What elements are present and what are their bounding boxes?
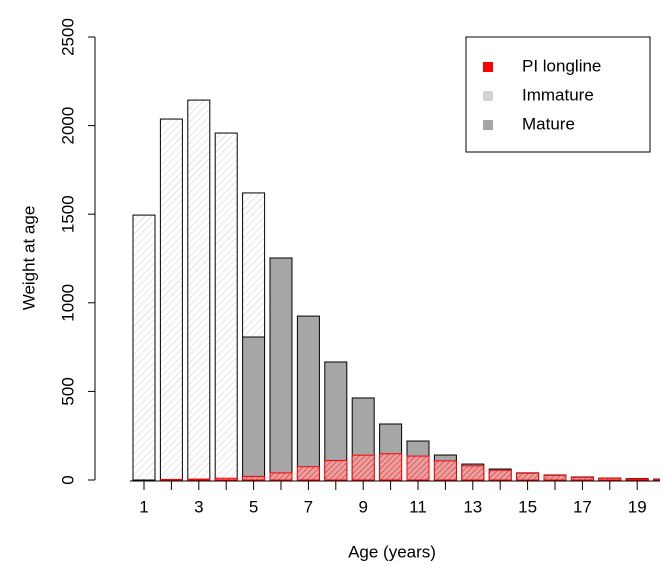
bar [269,257,293,481]
bar [159,478,183,481]
bar [242,192,266,338]
bar [433,460,457,481]
bar [379,453,403,481]
x-tick-label: 15 [518,497,537,516]
x-tick-label: 11 [409,497,427,516]
y-tick-label: 2500 [58,18,77,56]
x-tick-label: 13 [463,497,482,516]
bar [187,478,211,481]
legend-swatch [483,120,493,130]
y-tick-label: 0 [58,475,77,484]
x-tick-label: 7 [304,497,313,516]
x-tick-label: 19 [628,497,647,516]
bar [351,454,375,481]
bar [159,118,183,481]
bar [214,132,238,481]
y-axis-label: Weight at age [19,206,38,311]
bar [187,99,211,481]
bar [488,469,512,481]
bar [242,336,266,481]
legend-swatch [483,91,493,101]
bar [242,475,266,481]
bar [296,466,320,481]
bar [598,477,622,481]
bar [653,478,660,481]
bar [269,472,293,481]
bar [570,476,594,481]
x-axis-label: Age (years) [348,542,436,561]
bar [406,455,430,481]
bar [461,465,485,481]
y-tick-label: 2000 [58,107,77,145]
bar [543,474,567,481]
x-tick-label: 1 [139,497,148,516]
legend-label: Immature [522,85,594,104]
bar [132,214,156,481]
y-tick-label: 1500 [58,195,77,233]
bar [324,460,348,481]
x-tick-label: 9 [358,497,367,516]
y-tick-label: 1000 [58,284,77,322]
x-tick-label: 17 [573,497,592,516]
x-tick-label: 3 [194,497,203,516]
legend-label: PI longline [522,56,601,75]
bar [214,477,238,481]
bar [625,478,649,481]
bar [296,315,320,481]
bar [516,472,540,481]
legend-swatch [483,62,493,72]
y-tick-label: 500 [58,377,77,405]
legend-label: Mature [522,114,575,133]
legend-box [465,36,651,153]
x-tick-label: 5 [249,497,258,516]
